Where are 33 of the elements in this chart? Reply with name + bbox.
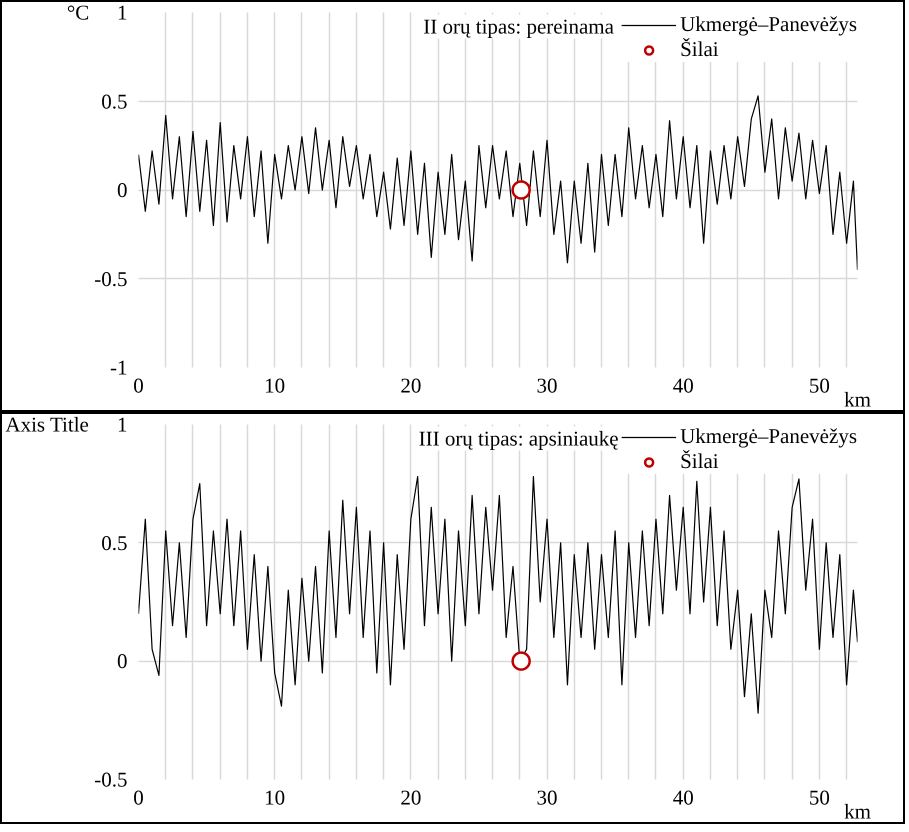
- y-tick-label: 0: [117, 649, 128, 674]
- y-tick-label: -0.5: [94, 266, 128, 291]
- x-tick-label: 30: [536, 374, 558, 398]
- legend-label: Ukmergė–Panevėžys: [680, 12, 857, 37]
- x-tick-label: 20: [400, 374, 422, 398]
- x-tick-label: 10: [264, 786, 286, 810]
- y-tick-label: 0.5: [101, 89, 128, 114]
- x-tick-label: 0: [133, 786, 144, 810]
- y-tick-label: 0.5: [101, 530, 128, 555]
- legend-label: Šilai: [680, 37, 719, 62]
- x-tick-label: 50: [808, 374, 830, 398]
- x-tick-label: 30: [536, 786, 558, 810]
- x-tick-label: 50: [808, 786, 830, 810]
- x-tick-label: 40: [672, 786, 694, 810]
- chart-title: III orų tipas: apsiniaukę: [418, 426, 619, 450]
- y-tick-label: 0: [117, 178, 128, 202]
- x-tick-label: 10: [264, 374, 286, 398]
- x-axis-title: km: [844, 388, 871, 412]
- y-axis-title: Axis Title: [5, 412, 89, 436]
- chart-title: II orų tipas: pereinama: [423, 14, 615, 38]
- x-axis-title: km: [844, 800, 871, 824]
- y-tick-label: 1: [117, 412, 128, 436]
- legend-label: Ukmergė–Panevėžys: [680, 424, 857, 449]
- x-tick-label: 20: [400, 786, 422, 810]
- y-axis-title: °C: [66, 0, 90, 24]
- y-tick-label: -0.5: [94, 768, 128, 792]
- x-tick-label: 0: [133, 374, 144, 398]
- legend-label: Šilai: [680, 449, 719, 474]
- y-tick-label: 1: [117, 0, 128, 24]
- x-tick-label: 40: [672, 374, 694, 398]
- line-series: [138, 476, 858, 714]
- y-tick-label: -1: [110, 356, 128, 380]
- line-series: [138, 95, 858, 270]
